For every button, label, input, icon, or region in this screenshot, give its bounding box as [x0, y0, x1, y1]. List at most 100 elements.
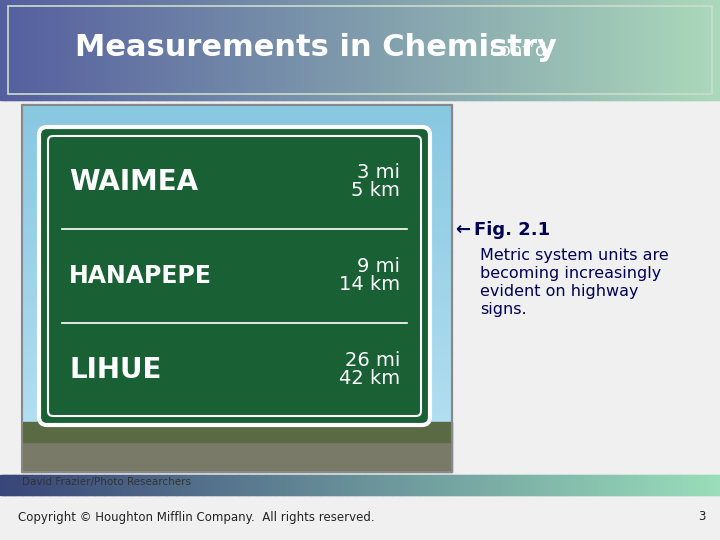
Bar: [484, 475, 487, 495]
Bar: [220, 0, 222, 100]
Bar: [599, 475, 602, 495]
Bar: [13, 0, 15, 100]
Bar: [297, 0, 300, 100]
Text: 5 km: 5 km: [351, 181, 400, 200]
Bar: [22, 141, 452, 151]
Bar: [133, 0, 136, 100]
Bar: [138, 0, 141, 100]
Bar: [711, 0, 714, 100]
Bar: [461, 0, 464, 100]
Bar: [313, 0, 316, 100]
Bar: [144, 475, 147, 495]
Bar: [360, 0, 363, 100]
Bar: [263, 0, 266, 100]
Bar: [207, 0, 210, 100]
Bar: [657, 0, 660, 100]
Bar: [643, 0, 645, 100]
Bar: [114, 475, 116, 495]
Bar: [35, 0, 37, 100]
Bar: [569, 0, 572, 100]
Bar: [234, 0, 237, 100]
Bar: [554, 475, 557, 495]
Bar: [553, 0, 555, 100]
Bar: [565, 0, 568, 100]
Bar: [174, 475, 177, 495]
Bar: [198, 475, 201, 495]
Bar: [238, 475, 240, 495]
Bar: [551, 475, 554, 495]
Bar: [463, 0, 465, 100]
Bar: [73, 0, 76, 100]
Bar: [22, 361, 452, 371]
Bar: [27, 475, 30, 495]
Bar: [557, 475, 559, 495]
Bar: [679, 0, 681, 100]
Bar: [613, 475, 616, 495]
Bar: [227, 475, 230, 495]
Bar: [150, 0, 152, 100]
Bar: [454, 0, 456, 100]
Bar: [661, 0, 663, 100]
Bar: [703, 475, 706, 495]
Bar: [652, 0, 654, 100]
Bar: [22, 232, 452, 242]
Bar: [258, 0, 260, 100]
Bar: [254, 475, 256, 495]
Bar: [169, 0, 172, 100]
Bar: [22, 260, 452, 270]
Bar: [510, 475, 512, 495]
Bar: [241, 0, 244, 100]
Bar: [212, 475, 215, 495]
Bar: [503, 475, 505, 495]
Bar: [270, 0, 273, 100]
Bar: [428, 475, 431, 495]
Bar: [425, 0, 428, 100]
Bar: [319, 475, 321, 495]
Bar: [666, 475, 669, 495]
Bar: [438, 0, 440, 100]
Bar: [313, 475, 316, 495]
Bar: [416, 0, 418, 100]
Bar: [389, 0, 392, 100]
Bar: [383, 0, 386, 100]
Text: Fig. 2.1: Fig. 2.1: [474, 221, 550, 239]
Bar: [634, 475, 636, 495]
Bar: [107, 475, 109, 495]
Bar: [450, 475, 453, 495]
Bar: [121, 475, 123, 495]
Bar: [18, 475, 21, 495]
Bar: [126, 0, 129, 100]
Bar: [540, 0, 543, 100]
Bar: [526, 0, 528, 100]
Bar: [347, 475, 350, 495]
Bar: [180, 0, 183, 100]
Bar: [302, 0, 305, 100]
Bar: [397, 0, 400, 100]
Bar: [277, 475, 280, 495]
FancyBboxPatch shape: [39, 127, 430, 425]
Bar: [623, 475, 626, 495]
Bar: [668, 0, 670, 100]
Bar: [571, 475, 573, 495]
Bar: [527, 475, 530, 495]
Bar: [716, 475, 719, 495]
Bar: [719, 475, 720, 495]
Bar: [102, 0, 105, 100]
Bar: [246, 475, 249, 495]
Bar: [655, 475, 658, 495]
Bar: [589, 475, 591, 495]
Bar: [72, 475, 75, 495]
Bar: [575, 475, 577, 495]
Bar: [459, 0, 462, 100]
Bar: [547, 0, 550, 100]
Bar: [503, 0, 505, 100]
Bar: [287, 475, 289, 495]
Bar: [22, 205, 452, 215]
Bar: [529, 0, 532, 100]
Bar: [467, 475, 469, 495]
Bar: [266, 0, 269, 100]
Bar: [65, 0, 68, 100]
Bar: [675, 0, 678, 100]
Bar: [360, 475, 363, 495]
Bar: [47, 0, 50, 100]
